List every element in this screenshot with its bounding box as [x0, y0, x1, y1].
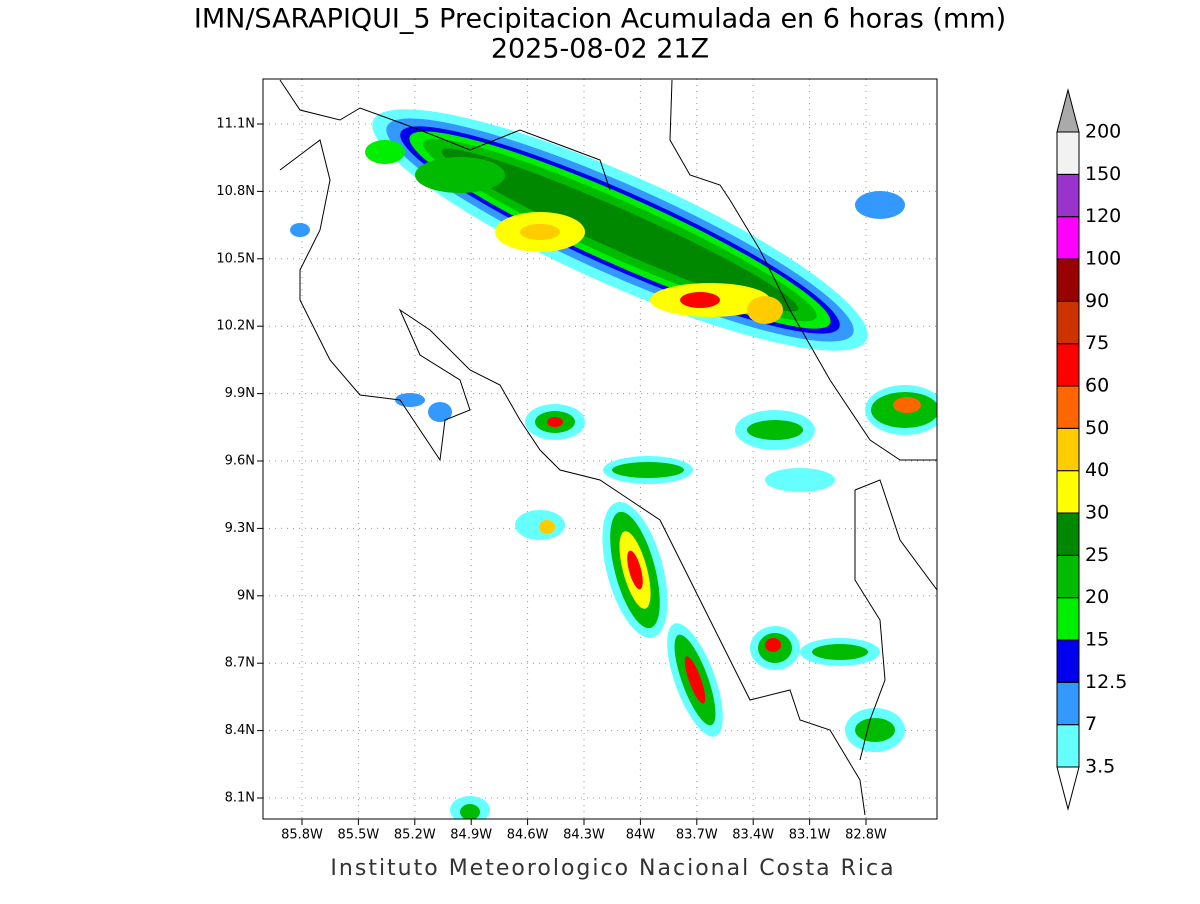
lon-label: 84W: [626, 828, 656, 843]
lon-label: 85.5W: [337, 828, 379, 843]
colorbar-label: 75: [1085, 332, 1109, 354]
lon-label: 83.1W: [789, 828, 831, 843]
lon-label: 84.3W: [563, 828, 605, 843]
colorbar-label: 90: [1085, 290, 1109, 312]
color-box: [1056, 258, 1080, 302]
color-box: [1056, 512, 1080, 556]
color-box: [1056, 681, 1080, 726]
color-box: [1056, 724, 1080, 768]
lat-label: 8.7N: [225, 656, 255, 671]
lon-label: 82.8W: [845, 828, 887, 843]
lat-label: 10.2N: [216, 319, 255, 334]
color-box: [1056, 639, 1080, 683]
color-box: [1056, 597, 1080, 641]
lat-label: 9N: [237, 588, 255, 603]
color-box: [1056, 427, 1080, 472]
map-frame: [262, 78, 938, 820]
subtitle: 2025-08-02 21Z: [491, 34, 709, 65]
colorbar-label: 200: [1085, 121, 1121, 143]
colorbar-label: 15: [1085, 629, 1109, 651]
colorbar-label: 3.5: [1085, 756, 1115, 778]
precip-field: [290, 109, 937, 819]
colorbar-label: 150: [1085, 163, 1121, 185]
colorbar: 3.5 7 12.5 15 20 25 30 40 50 60 75 90 100 120 150 200: [1056, 88, 1127, 811]
colorbar-label: 12.5: [1085, 671, 1127, 693]
coastline: [279, 79, 937, 816]
color-box: [1056, 173, 1080, 218]
colorbar-label: 30: [1085, 502, 1109, 524]
color-box: [1056, 216, 1080, 260]
color-box: [1056, 385, 1080, 429]
footer: Instituto Meteorologico Nacional Costa R…: [330, 856, 895, 881]
lat-label: 9.3N: [225, 521, 255, 536]
colorbar-label: 20: [1085, 586, 1109, 608]
lon-label: 84.6W: [507, 828, 549, 843]
grid: 11.1N 10.8N 10.5N 10.2N 9.9N 9.6N 9.3N 9N 8.7N 8.…: [216, 79, 937, 843]
colorbar-label: 60: [1085, 375, 1109, 397]
color-box: [1056, 300, 1080, 345]
color-box: [1056, 470, 1080, 514]
lat-label: 9.6N: [225, 454, 255, 469]
lat-label: 9.9N: [225, 386, 255, 401]
lat-label: 8.4N: [225, 723, 255, 738]
color-box: [1056, 131, 1080, 175]
lon-label: 85.8W: [281, 828, 323, 843]
lon-label: 85.2W: [394, 828, 436, 843]
colorbar-label: 40: [1085, 459, 1109, 481]
colorbar-label: 100: [1085, 248, 1121, 270]
title: IMN/SARAPIQUI_5 Precipitacion Acumulada …: [194, 4, 1006, 35]
over-triangle: [1056, 88, 1080, 133]
colorbar-label: 7: [1085, 713, 1097, 735]
lon-label: 83.4W: [732, 828, 774, 843]
colorbar-label: 120: [1085, 205, 1121, 227]
colorbar-label: 25: [1085, 544, 1109, 566]
lon-label: 83.7W: [676, 828, 718, 843]
color-box: [1056, 554, 1080, 599]
under-triangle: [1056, 766, 1080, 811]
lat-label: 8.1N: [225, 791, 255, 806]
lat-label: 10.8N: [216, 184, 255, 199]
lat-label: 10.5N: [216, 251, 255, 266]
color-box: [1056, 343, 1080, 387]
lat-label: 11.1N: [216, 117, 255, 132]
lon-label: 84.9W: [450, 828, 492, 843]
colorbar-label: 50: [1085, 417, 1109, 439]
